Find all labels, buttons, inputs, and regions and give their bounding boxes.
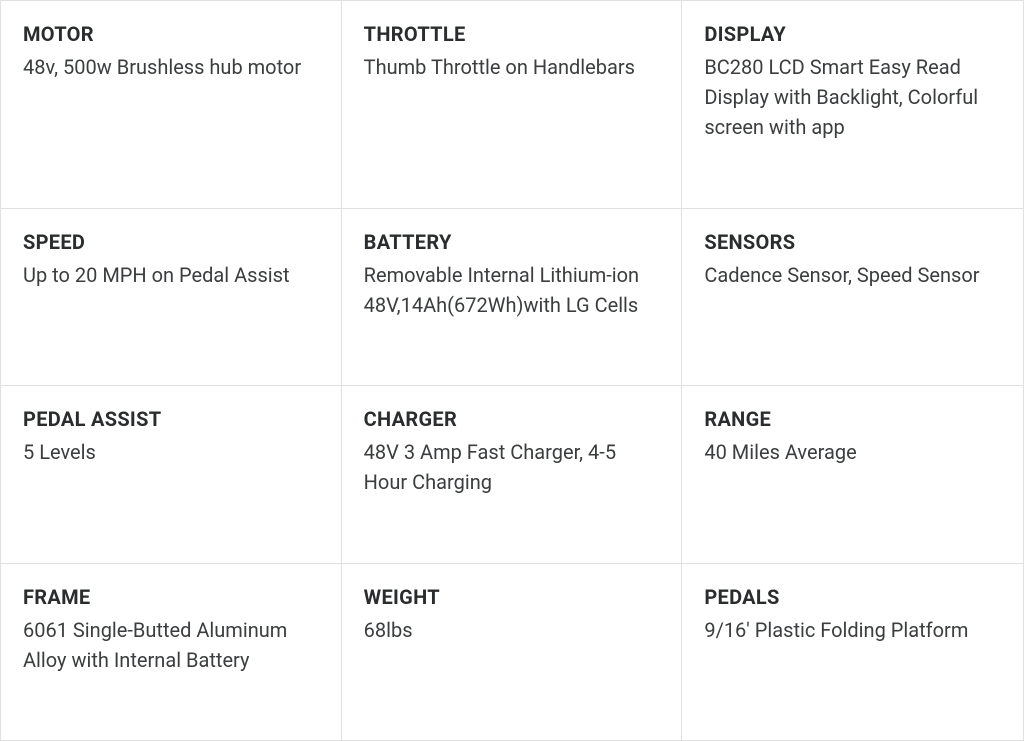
spec-cell-sensors: SENSORS Cadence Sensor, Speed Sensor — [682, 209, 1023, 387]
spec-cell-pedals: PEDALS 9/16' Plastic Folding Platform — [682, 564, 1023, 741]
spec-cell-pedal-assist: PEDAL ASSIST 5 Levels — [1, 386, 342, 564]
spec-cell-frame: FRAME 6061 Single-Butted Aluminum Alloy … — [1, 564, 342, 741]
spec-cell-motor: MOTOR 48v, 500w Brushless hub motor — [1, 1, 342, 209]
spec-cell-charger: CHARGER 48V 3 Amp Fast Charger, 4-5 Hour… — [342, 386, 683, 564]
spec-title: THROTTLE — [364, 21, 660, 48]
spec-value: Up to 20 MPH on Pedal Assist — [23, 260, 319, 290]
spec-cell-weight: WEIGHT 68lbs — [342, 564, 683, 741]
spec-value: 68lbs — [364, 615, 660, 645]
spec-value: Cadence Sensor, Speed Sensor — [704, 260, 1001, 290]
spec-cell-speed: SPEED Up to 20 MPH on Pedal Assist — [1, 209, 342, 387]
spec-value: 48v, 500w Brushless hub motor — [23, 52, 319, 82]
spec-cell-battery: BATTERY Removable Internal Lithium-ion 4… — [342, 209, 683, 387]
spec-title: WEIGHT — [364, 584, 660, 611]
spec-cell-throttle: THROTTLE Thumb Throttle on Handlebars — [342, 1, 683, 209]
spec-title: PEDALS — [704, 584, 1001, 611]
spec-value: BC280 LCD Smart Easy Read Display with B… — [704, 52, 1001, 142]
spec-value: 48V 3 Amp Fast Charger, 4-5 Hour Chargin… — [364, 437, 660, 497]
spec-title: PEDAL ASSIST — [23, 406, 319, 433]
spec-cell-display: DISPLAY BC280 LCD Smart Easy Read Displa… — [682, 1, 1023, 209]
spec-value: 40 Miles Average — [704, 437, 1001, 467]
spec-value: Removable Internal Lithium-ion 48V,14Ah(… — [364, 260, 660, 320]
spec-value: 6061 Single-Butted Aluminum Alloy with I… — [23, 615, 319, 675]
spec-value: 5 Levels — [23, 437, 319, 467]
spec-title: SPEED — [23, 229, 319, 256]
spec-value: 9/16' Plastic Folding Platform — [704, 615, 1001, 645]
spec-title: SENSORS — [704, 229, 1001, 256]
spec-cell-range: RANGE 40 Miles Average — [682, 386, 1023, 564]
spec-title: CHARGER — [364, 406, 660, 433]
spec-title: DISPLAY — [704, 21, 1001, 48]
spec-title: BATTERY — [364, 229, 660, 256]
specs-table: MOTOR 48v, 500w Brushless hub motor THRO… — [0, 0, 1024, 741]
spec-title: MOTOR — [23, 21, 319, 48]
spec-title: FRAME — [23, 584, 319, 611]
spec-title: RANGE — [704, 406, 1001, 433]
spec-value: Thumb Throttle on Handlebars — [364, 52, 660, 82]
